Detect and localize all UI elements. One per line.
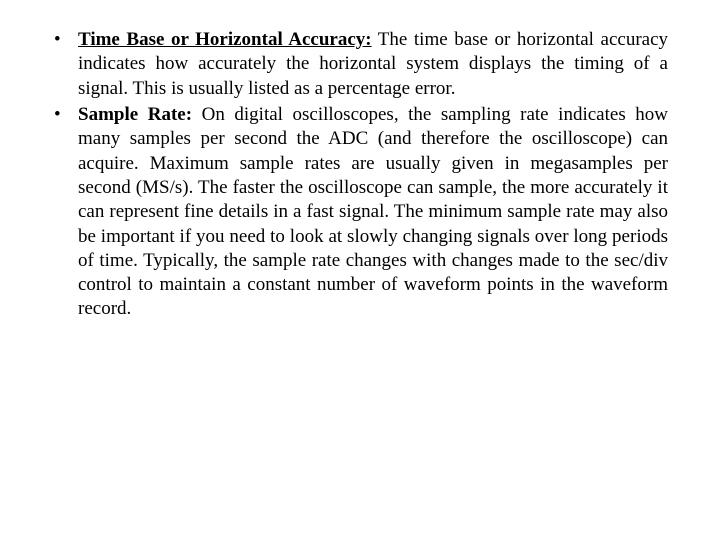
bullet-text: Sample Rate: On digital oscilloscopes, t… [78,103,668,322]
term-heading: Sample Rate: [78,104,192,125]
term-heading: Time Base or Horizontal Accuracy: [78,29,372,50]
bullet-marker: • [52,103,78,322]
bullet-marker: • [52,28,78,101]
bullet-text: Time Base or Horizontal Accuracy: The ti… [78,28,668,101]
term-body: On digital oscilloscopes, the sampling r… [78,104,668,320]
bullet-item: • Time Base or Horizontal Accuracy: The … [52,28,668,101]
document-content: • Time Base or Horizontal Accuracy: The … [52,28,668,322]
bullet-item: • Sample Rate: On digital oscilloscopes,… [52,103,668,322]
